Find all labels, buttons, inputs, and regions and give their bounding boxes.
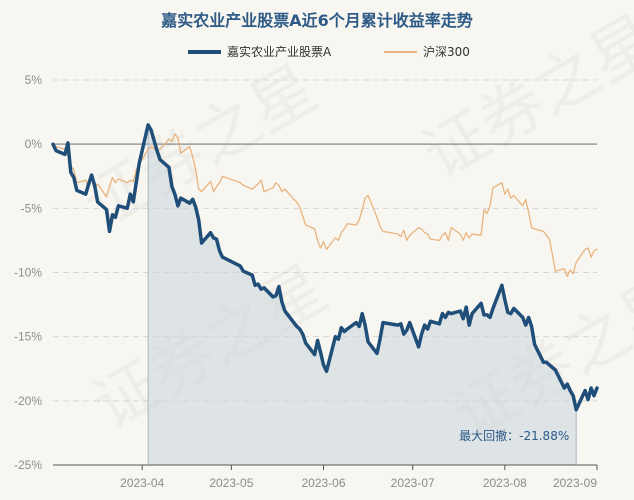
series-line-fund[interactable] — [51, 123, 599, 412]
x-tick-label: 2023-07 — [391, 476, 435, 490]
legend-label-fund[interactable]: 嘉实农业产业股票A — [227, 44, 332, 59]
x-tick-label: 2023-08 — [483, 476, 527, 490]
max-drawdown-label: 最大回撤：-21.88% — [459, 428, 569, 443]
x-axis: 2023-04 2023-05 2023-06 2023-07 2023-08 2023-… — [53, 464, 598, 490]
legend: 嘉实农业产业股票A 沪深300 — [188, 44, 470, 59]
legend-label-index[interactable]: 沪深300 — [423, 45, 470, 59]
y-tick-label: -5% — [21, 201, 43, 215]
series-lines — [51, 123, 599, 412]
x-tick-label: 2023-06 — [301, 476, 345, 490]
y-tick-label: 0% — [25, 137, 43, 151]
y-tick-label: 5% — [25, 73, 43, 87]
y-tick-label: -10% — [14, 266, 42, 280]
chart-title: 嘉实农业产业股票A近6个月累计收益率走势 — [160, 11, 473, 30]
drawdown-fill — [148, 124, 577, 466]
x-tick-label: 2023-04 — [120, 476, 164, 490]
y-tick-label: -25% — [14, 458, 42, 472]
y-tick-label: -15% — [14, 330, 42, 344]
x-tick-label: 2023-05 — [209, 476, 253, 490]
watermark-text: 证券之星 — [411, 2, 634, 194]
y-axis: 5% 0% -5% -10% -15% -20% -25% — [14, 73, 42, 472]
y-tick-label: -20% — [14, 394, 42, 408]
drawdown-area — [147, 124, 577, 466]
watermark-text: 证券之星 — [71, 52, 330, 244]
x-tick-label: 2023-09 — [553, 476, 597, 490]
